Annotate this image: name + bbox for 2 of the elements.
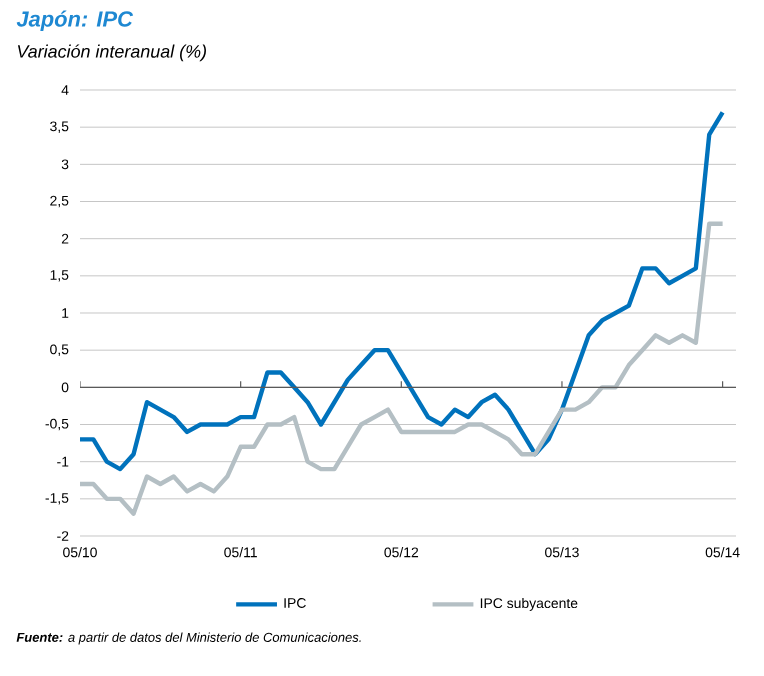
chart-subtitle: Variación interanual (%) [17, 44, 206, 62]
chart-title: Japón: IPC [16, 10, 134, 31]
